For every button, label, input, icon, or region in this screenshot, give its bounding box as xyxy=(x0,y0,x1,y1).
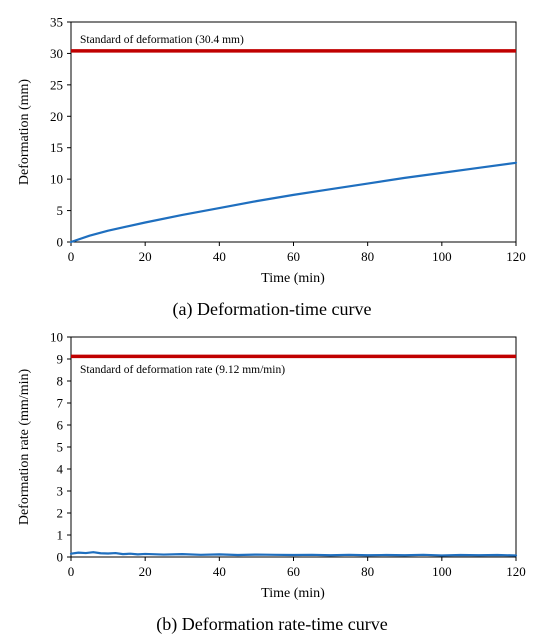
chart-a-x-tick-label: 100 xyxy=(432,249,452,264)
chart-b: 0 20 40 60 80 100 120 0 1 2 3 4 5 6 7 8 9 10 Time (min) D… xyxy=(17,330,526,636)
chart-b-y-tick-label: 4 xyxy=(57,462,64,477)
chart-b-y-tick-label: 0 xyxy=(57,550,64,565)
chart-a-y-tick-label: 25 xyxy=(50,77,63,92)
chart-a: 0 20 40 60 80 100 120 0 5 10 15 20 25 30 35 Time (min)… xyxy=(17,15,526,321)
chart-a-x-tick-label: 120 xyxy=(506,249,526,264)
chart-a-x-tick-label: 40 xyxy=(213,249,226,264)
chart-a-y-tick-label: 15 xyxy=(50,140,63,155)
chart-a-x-tick-label: 0 xyxy=(68,249,75,264)
chart-a-y-tick-label: 35 xyxy=(50,15,63,30)
chart-b-y-tick-label: 3 xyxy=(57,484,64,499)
chart-a-x-tick-label: 60 xyxy=(287,249,300,264)
chart-a-xlabel: Time (min) xyxy=(261,271,325,286)
chart-b-x-tick-label: 0 xyxy=(68,564,75,579)
chart-b-y-tick-label: 5 xyxy=(57,440,64,455)
chart-a-y-tick-label: 0 xyxy=(57,235,64,250)
chart-b-reference-label: Standard of deformation rate (9.12 mm/mi… xyxy=(80,364,285,376)
chart-a-plot-frame xyxy=(70,21,517,243)
chart-a-x-tick-label: 20 xyxy=(139,249,152,264)
chart-a-reference-label: Standard of deformation (30.4 mm) xyxy=(80,34,244,46)
chart-a-y-tick-label: 30 xyxy=(50,46,63,61)
chart-b-series-line xyxy=(69,551,518,557)
chart-b-y-tick-label: 2 xyxy=(57,506,64,521)
chart-a-y-tick-label: 20 xyxy=(50,109,63,124)
chart-b-y-tick-label: 10 xyxy=(50,330,63,345)
chart-b-ylabel: Deformation rate (mm/min) xyxy=(17,369,32,526)
chart-b-x-tick-label: 80 xyxy=(361,564,374,579)
chart-a-y-tick-label: 5 xyxy=(57,203,64,218)
chart-a-x-tick-label: 80 xyxy=(361,249,374,264)
chart-b-x-tick-label: 40 xyxy=(213,564,226,579)
chart-b-y-tick-label: 8 xyxy=(57,374,64,389)
chart-b-xlabel: Time (min) xyxy=(261,586,325,601)
chart-b-x-tick-label: 120 xyxy=(506,564,526,579)
chart-a-series-line xyxy=(69,161,518,244)
chart-a-y-tick-label: 10 xyxy=(50,172,63,187)
chart-b-caption: (b) Deformation rate-time curve xyxy=(156,614,387,635)
chart-b-x-tick-label: 100 xyxy=(432,564,452,579)
chart-b-y-tick-label: 9 xyxy=(57,352,64,367)
chart-a-ylabel: Deformation (mm) xyxy=(17,79,32,185)
chart-b-x-tick-label: 20 xyxy=(139,564,152,579)
chart-b-y-tick-label: 6 xyxy=(57,418,64,433)
chart-a-caption: (a) Deformation-time curve xyxy=(173,299,372,320)
chart-b-y-tick-label: 1 xyxy=(57,528,64,543)
chart-b-y-tick-label: 7 xyxy=(57,396,64,411)
chart-b-x-tick-label: 60 xyxy=(287,564,300,579)
